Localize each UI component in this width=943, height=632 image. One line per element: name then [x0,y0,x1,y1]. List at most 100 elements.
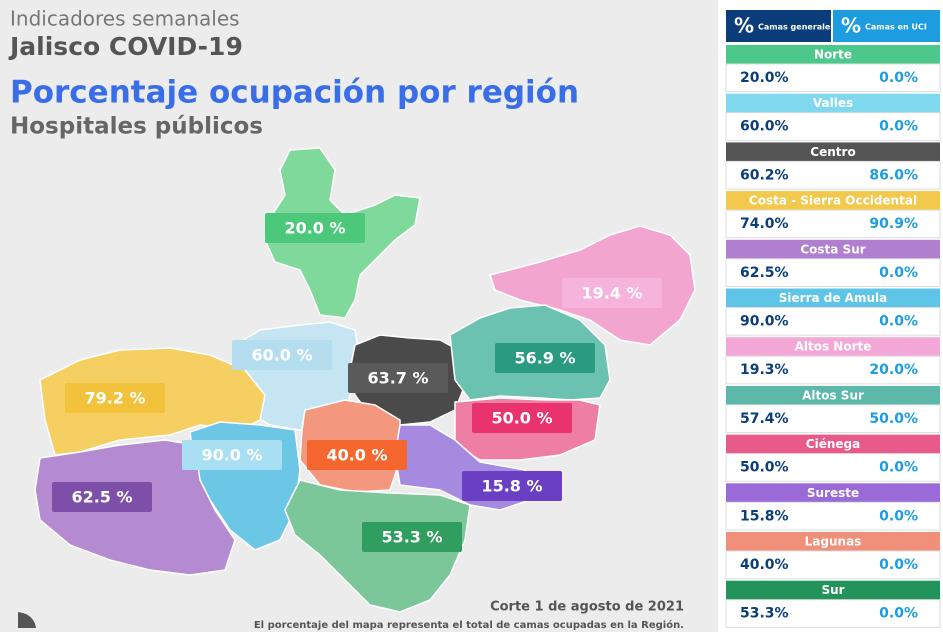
value-row [725,404,941,434]
general-value: 60.0% [740,119,789,135]
column-header [726,10,831,42]
general-value: 60.2% [740,167,789,183]
map-label: 79.2 % [84,389,145,408]
uci-value: 0.0% [879,557,918,573]
map-label: 40.0 % [326,446,387,465]
uci-value: 0.0% [879,119,918,135]
map-label-box [307,440,407,470]
map-label-box [562,278,662,308]
region-bar [726,385,940,405]
region-name: Centro [810,145,855,159]
subheading: Hospitales públicos [10,114,263,140]
uci-value: 86.0% [869,167,918,183]
uci-value: 50.0% [869,411,918,427]
logo [18,612,36,628]
value-row [725,307,941,336]
region-bar [726,239,940,259]
column-symbol: % [841,14,861,38]
region-name: Costa - Sierra Occidental [749,194,917,208]
value-row [725,258,941,287]
map-label: 15.8 % [481,477,542,496]
region-name: Sureste [807,486,859,500]
map: 20.0 % 19.4 % 60.0 % 63.7 % 56.9 % 79.2 % 50.0… [34,147,696,613]
map-label-box [472,403,572,433]
map-label-box [232,340,332,370]
column-label: Camas generales [758,23,835,32]
region-name: Lagunas [805,535,862,549]
uci-value: 20.0% [869,362,918,378]
value-row [725,355,941,385]
table: % Camas generales% Camas en UCI Norte 20.0% 0… [725,10,941,628]
region-bar [726,191,940,211]
map-label-box [462,471,562,501]
uci-value: 90.9% [869,216,918,232]
title: Jalisco COVID-19 [8,32,243,61]
map-label-box [65,383,165,413]
region-bar [726,434,940,454]
uci-value: 0.0% [879,606,918,622]
uci-value: 0.0% [879,70,918,86]
map-label-box [52,482,152,512]
general-value: 90.0% [740,314,789,330]
value-row [725,209,941,239]
region-name: Ciénega [806,437,860,451]
uci-value: 0.0% [879,265,918,281]
general-value: 19.3% [740,362,789,378]
general-value: 53.3% [740,606,789,622]
general-value: 50.0% [740,460,789,476]
general-value: 57.4% [740,411,789,427]
column-symbol: % [734,14,754,38]
general-value: 40.0% [740,557,789,573]
value-row [725,453,941,482]
subtitle: Indicadores semanales [10,7,240,31]
region-name: Sur [821,583,844,597]
map-label: 53.3 % [381,528,442,547]
general-value: 15.8% [740,508,789,524]
region-bar [726,532,940,551]
general-value: 20.0% [740,70,789,86]
map-label-box [182,440,282,470]
map-label: 19.4 % [581,284,642,303]
map-label: 90.0 % [201,446,262,465]
map-label: 50.0 % [491,409,552,428]
value-row [725,501,941,531]
map-label: 20.0 % [284,219,345,238]
general-value: 74.0% [740,216,789,232]
region-name: Sierra de Amula [779,291,887,305]
footer-date: Corte 1 de agosto de 2021 [490,600,684,615]
value-row [725,550,941,580]
region-name: Valles [813,96,853,110]
map-label-box [348,363,448,393]
region-bar [726,142,940,162]
region-name: Costa Sur [800,242,865,256]
region-bar [726,580,940,600]
map-label: 62.5 % [71,488,132,507]
region-bar [726,45,940,64]
region-bar [726,93,940,113]
map-label: 63.7 % [367,369,428,388]
region-name: Norte [814,48,852,62]
value-row [725,63,941,93]
region-bar [726,337,940,357]
uci-value: 0.0% [879,508,918,524]
value-row [725,599,941,628]
footer-note: El porcentaje del mapa representa el tot… [254,619,684,631]
map-label-box [362,522,462,552]
column-label: Camas en UCI [865,23,927,32]
heading: Porcentaje ocupación por región [10,75,579,111]
value-row [725,160,941,190]
map-label-box [495,343,595,373]
column-header [833,10,940,42]
region-name: Altos Norte [795,340,872,354]
value-row [725,112,941,141]
uci-value: 0.0% [879,460,918,476]
region-bar [726,483,940,503]
region-name: Altos Sur [802,388,864,402]
region-bar [726,288,940,308]
general-value: 62.5% [740,265,789,281]
map-label: 56.9 % [514,349,575,368]
map-label: 60.0 % [251,346,312,365]
map-label-box [265,213,365,243]
